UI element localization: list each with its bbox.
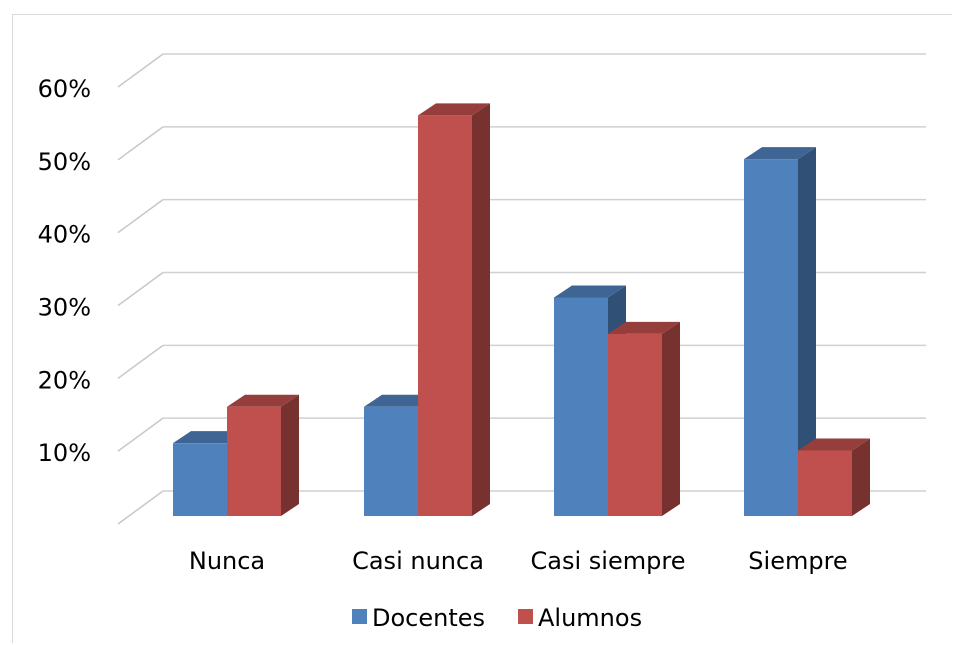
gridline-depth: [117, 417, 164, 452]
gridline-depth: [117, 199, 164, 234]
y-axis-ticks: 10% 20% 30% 40% 50% 60%: [38, 75, 91, 467]
bar-alumnos-3: [798, 438, 870, 516]
gridline-depth: [117, 344, 164, 379]
y-tick-label: 40%: [38, 221, 91, 249]
gridline-depth: [117, 490, 164, 525]
x-category-label: Nunca: [189, 547, 265, 575]
x-category-label: Siempre: [748, 547, 847, 575]
x-category-label: Casi siempre: [531, 547, 686, 575]
y-tick-label: 20%: [38, 366, 91, 394]
y-tick-label: 30%: [38, 294, 91, 322]
legend: Docentes Alumnos: [352, 604, 642, 632]
legend-swatch: [518, 609, 533, 624]
gridline-depth: [117, 271, 164, 307]
legend-swatch: [352, 609, 367, 624]
category-labels: Nunca Casi nunca Casi siempre Siempre: [189, 547, 848, 575]
y-tick-label: 50%: [38, 148, 91, 176]
bar-alumnos-2: [608, 321, 680, 516]
bar-alumnos-0: [227, 394, 299, 516]
y-tick-label: 60%: [38, 75, 91, 103]
bar-docentes-3: [744, 147, 816, 516]
bars: [173, 103, 870, 517]
y-tick-label: 10%: [38, 439, 91, 467]
gridline-depth: [117, 126, 164, 161]
legend-item-alumnos: Alumnos: [518, 604, 642, 632]
legend-item-docentes: Docentes: [352, 604, 485, 632]
legend-label: Docentes: [372, 604, 485, 632]
x-category-label: Casi nunca: [352, 547, 484, 575]
gridline-depth: [117, 53, 164, 88]
legend-label: Alumnos: [538, 604, 642, 632]
bar-alumnos-1: [418, 103, 490, 517]
chart-frame: [12, 14, 952, 643]
